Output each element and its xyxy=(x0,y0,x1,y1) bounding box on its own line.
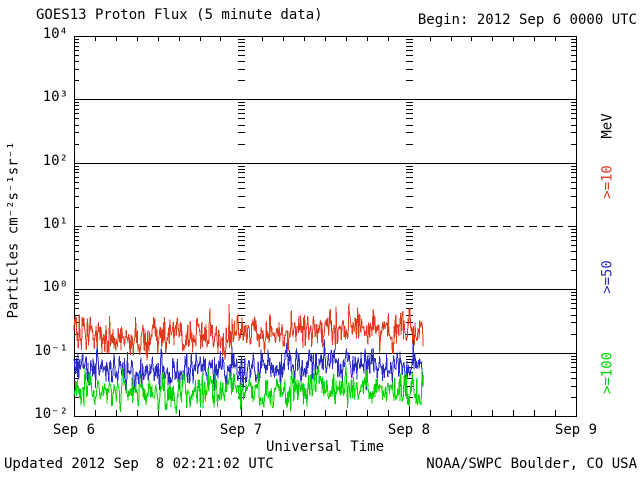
legend-ge100-label: >=100 xyxy=(599,351,616,395)
y-tick-label: 10¹ xyxy=(42,216,68,232)
x-tick-label: Sep 7 xyxy=(219,422,263,438)
y-tick-label: 10⁰ xyxy=(42,279,68,295)
y-tick-label: 10⁻¹ xyxy=(34,343,68,359)
series-ge10-line xyxy=(73,303,424,361)
y-tick-label: 10² xyxy=(42,153,68,169)
x-tick-label: Sep 9 xyxy=(554,422,598,438)
legend-ge10-label: >=10 xyxy=(599,165,616,199)
chart-title: GOES13 Proton Flux (5 minute data) xyxy=(36,7,323,23)
series-ge50-line xyxy=(73,339,424,393)
begin-timestamp: Begin: 2012 Sep 6 0000 UTC xyxy=(417,12,637,28)
y-tick-label: 10³ xyxy=(42,89,68,105)
legend-ge50-label: >=50 xyxy=(599,260,616,294)
y-tick-label: 10⁻² xyxy=(34,406,68,422)
legend-mev-label: MeV xyxy=(599,113,616,139)
x-axis-label: Universal Time xyxy=(265,439,385,455)
series-ge100-line xyxy=(73,365,424,414)
x-tick-label: Sep 6 xyxy=(52,422,96,438)
y-tick-label: 10⁴ xyxy=(42,26,68,42)
x-tick-label: Sep 8 xyxy=(387,422,431,438)
updated-timestamp: Updated 2012 Sep 8 02:21:02 UTC xyxy=(4,456,274,472)
source-attribution: NOAA/SWPC Boulder, CO USA xyxy=(426,456,637,472)
